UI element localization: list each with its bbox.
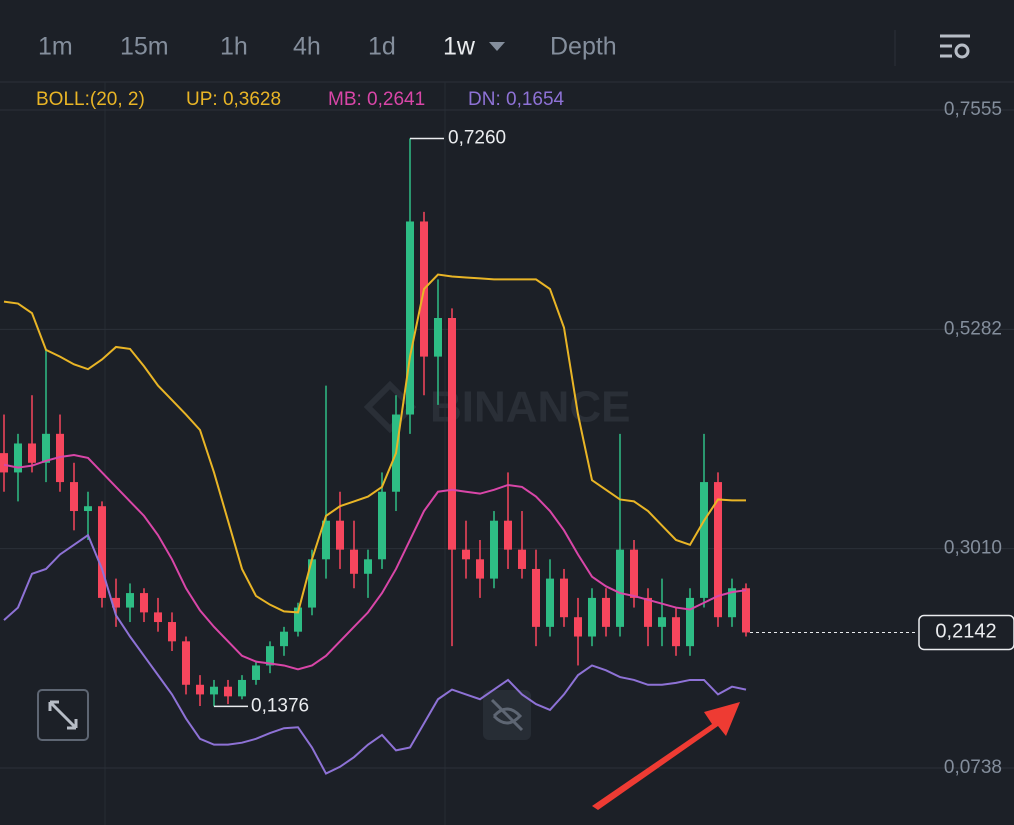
candle-body (70, 482, 78, 512)
candle-body (280, 631, 288, 647)
indicator-label: MB: 0,2641 (328, 89, 425, 110)
hide-button[interactable] (483, 690, 531, 740)
candle-body (252, 665, 260, 680)
candle-body (14, 443, 22, 473)
timeframe-tab[interactable]: 1h (220, 33, 248, 61)
timeframe-tab[interactable]: 1w (443, 33, 476, 61)
y-tick-label: 0,7555 (944, 99, 1002, 120)
bollinger-band (3, 273, 746, 614)
candle-body (574, 617, 582, 637)
candle-body (560, 578, 568, 618)
candle-body (476, 559, 484, 579)
candle-body (42, 433, 50, 463)
dropdown-caret (489, 42, 505, 51)
timeframe-tab[interactable]: 1m (38, 33, 73, 61)
candle-body (406, 221, 414, 415)
candle-body (602, 597, 610, 627)
bollinger-band (3, 454, 747, 671)
candle-body (308, 559, 316, 608)
candle-body (322, 520, 330, 560)
candle-body (238, 679, 246, 697)
indicator-label: UP: 0,3628 (186, 89, 281, 110)
timeframe-tab[interactable]: 15m (120, 33, 169, 61)
candle-body (350, 549, 358, 574)
candle-body (182, 641, 190, 685)
candle-body (378, 491, 386, 560)
last-price-box (918, 614, 1014, 651)
candle-body (126, 593, 134, 608)
timeframe-tab[interactable]: Depth (550, 33, 617, 61)
arrow (592, 702, 740, 810)
y-tick-label: 0,0738 (944, 757, 1002, 778)
expand-button[interactable] (37, 689, 89, 741)
candle-body (336, 520, 344, 550)
candle-body (616, 549, 624, 627)
candle-body (700, 482, 708, 598)
candle-body (196, 684, 204, 695)
candle-body (98, 506, 106, 598)
y-tick-label: 0,3010 (944, 538, 1002, 559)
candle-body (672, 617, 680, 647)
indicator-label: DN: 0,1654 (468, 89, 565, 110)
y-tick-label: 0,5282 (944, 318, 1002, 339)
candle-body (644, 597, 652, 627)
candle-body (210, 686, 218, 695)
candle-body (728, 588, 736, 618)
candle-body (84, 506, 92, 512)
candle-body (742, 588, 750, 633)
candle-body (434, 317, 442, 357)
candle-body (490, 520, 498, 579)
candle-body (546, 578, 554, 627)
last-price-label: 0,2142 (935, 621, 996, 643)
candle-body (294, 607, 302, 632)
candle-body (112, 597, 120, 608)
candle-body (714, 482, 722, 618)
settings-icon[interactable] (940, 34, 970, 59)
candle-body (224, 686, 232, 697)
watermark: BINANCE (430, 383, 630, 432)
candle-body (532, 568, 540, 627)
candle-body (588, 597, 596, 637)
candle-body (686, 597, 694, 647)
candle-body (448, 317, 456, 550)
candle-body (266, 646, 274, 666)
candle-body (140, 593, 148, 613)
indicator-label: BOLL:(20, 2) (36, 89, 145, 110)
low-label: 0,1376 (251, 695, 309, 716)
candle-body (0, 453, 8, 473)
bollinger-band (3, 533, 747, 775)
candle-body (28, 443, 36, 463)
candle-body (364, 559, 372, 574)
timeframe-tab[interactable]: 4h (293, 33, 321, 61)
candle-body (504, 520, 512, 550)
candle-body (630, 549, 638, 598)
candle-body (658, 617, 666, 627)
timeframe-tab[interactable]: 1d (368, 33, 396, 61)
candle-body (518, 549, 526, 569)
candle-body (462, 549, 470, 560)
candle-body (154, 612, 162, 623)
candle-body (168, 622, 176, 642)
high-label: 0,7260 (448, 127, 506, 148)
